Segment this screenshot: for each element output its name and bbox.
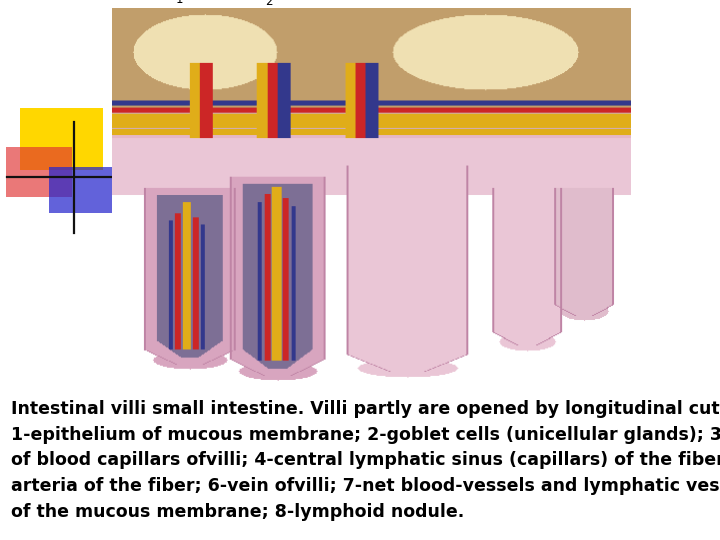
Text: 1-epithelium of mucous membrane; 2-goblet cells (unicellular glands); 3-net: 1-epithelium of mucous membrane; 2-goble…: [11, 426, 720, 443]
Bar: [6, 147, 72, 197]
Text: 5: 5: [488, 144, 496, 157]
Text: 7: 7: [540, 197, 548, 210]
Text: 6: 6: [540, 174, 548, 187]
Bar: [20, 108, 103, 170]
Text: of the mucous membrane; 8-lymphoid nodule.: of the mucous membrane; 8-lymphoid nodul…: [11, 503, 464, 521]
Bar: [49, 167, 139, 213]
Text: arteria of the fiber; 6-vein ofvilli; 7-net blood-vessels and lymphatic vessels: arteria of the fiber; 6-vein ofvilli; 7-…: [11, 477, 720, 495]
Text: 8: 8: [613, 275, 620, 288]
Text: 3: 3: [504, 17, 511, 30]
Text: 4: 4: [468, 114, 475, 127]
Text: 2: 2: [266, 0, 273, 8]
Text: Intestinal villi small intestine. Villi partly are opened by longitudinal cut.: Intestinal villi small intestine. Villi …: [11, 400, 720, 417]
Text: of blood capillars ofvilli; 4-central lymphatic sinus (capillars) of the fiber; : of blood capillars ofvilli; 4-central ly…: [11, 451, 720, 469]
Text: 1: 1: [175, 0, 183, 6]
